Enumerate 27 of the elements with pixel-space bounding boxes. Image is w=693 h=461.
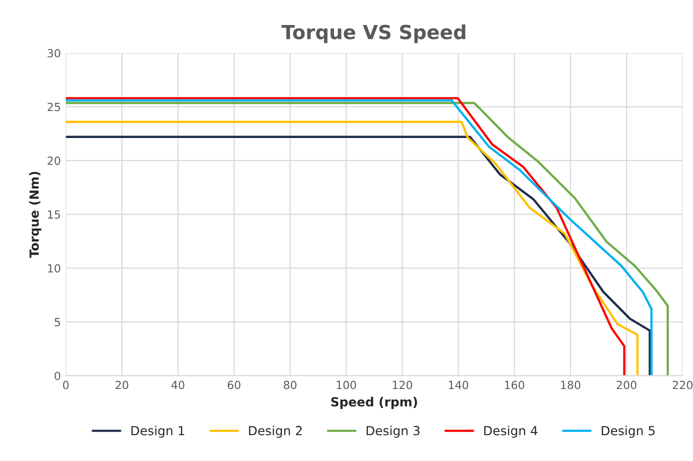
x-tick-label: 180 xyxy=(561,380,580,390)
legend-label: Design 1 xyxy=(131,426,184,438)
x-tick-label: 120 xyxy=(392,380,412,390)
x-tick-label: 100 xyxy=(336,380,356,390)
chart-title: Torque VS Speed xyxy=(282,24,466,44)
x-tick-label: 220 xyxy=(672,380,692,390)
legend-label: Design 5 xyxy=(602,426,655,438)
y-tick-label: 20 xyxy=(48,156,60,165)
y-tick-label: 0 xyxy=(54,372,60,380)
y-tick-label: 15 xyxy=(48,210,60,219)
x-tick-label: 40 xyxy=(171,380,184,390)
y-axis-title: Torque (Nm) xyxy=(29,172,42,258)
x-axis-title: Speed (rpm) xyxy=(331,396,418,409)
legend-label: Design 3 xyxy=(366,426,420,438)
y-tick-label: 10 xyxy=(48,264,60,273)
legend-label: Design 2 xyxy=(249,426,302,438)
x-tick-label: 20 xyxy=(116,380,128,390)
y-tick-label: 30 xyxy=(48,48,60,58)
legend-label: Design 4 xyxy=(484,426,538,438)
x-tick-label: 200 xyxy=(616,380,636,390)
x-tick-label: 80 xyxy=(284,380,296,390)
x-tick-label: 160 xyxy=(505,380,524,390)
y-tick-label: 5 xyxy=(54,318,60,326)
x-tick-label: 60 xyxy=(228,380,240,390)
x-tick-label: 0 xyxy=(63,380,69,390)
x-tick-label: 140 xyxy=(448,380,468,390)
y-tick-label: 25 xyxy=(48,102,60,112)
